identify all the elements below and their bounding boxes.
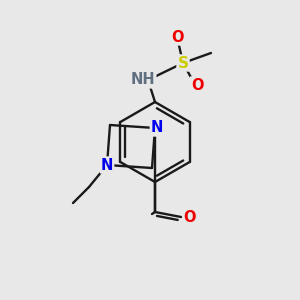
Text: NH: NH [131, 73, 155, 88]
Text: O: O [191, 77, 203, 92]
Text: O: O [184, 209, 196, 224]
Text: S: S [178, 56, 188, 70]
Text: N: N [151, 121, 163, 136]
Text: O: O [172, 29, 184, 44]
Text: N: N [101, 158, 113, 172]
